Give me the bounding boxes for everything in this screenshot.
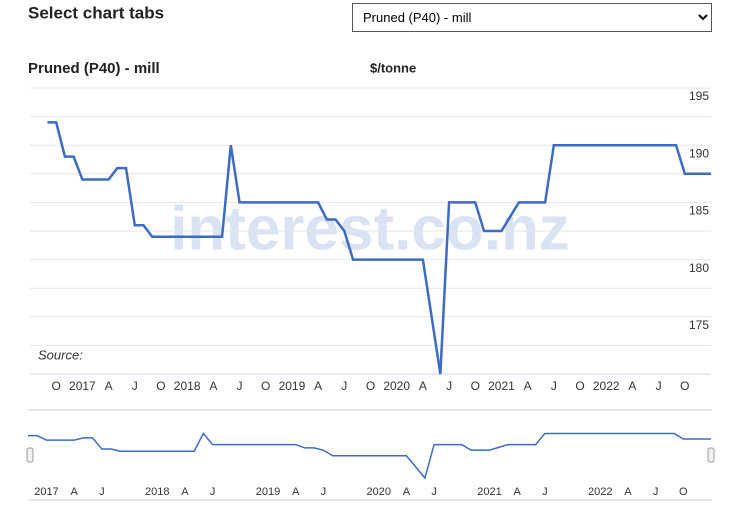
page-title: Select chart tabs <box>28 3 164 22</box>
navigator-tick-label: A <box>403 486 411 498</box>
navigator-tick-label: 2022 <box>588 486 612 498</box>
y-tick-label: 185 <box>689 204 709 218</box>
navigator-handle[interactable] <box>707 447 715 463</box>
navigator-tick-label: A <box>181 486 189 498</box>
x-tick-label: J <box>656 379 662 393</box>
navigator-line <box>28 432 711 480</box>
unit-label: $/tonne <box>370 60 416 75</box>
x-tick-label: 2020 <box>383 379 410 393</box>
y-tick-label: 175 <box>689 318 709 332</box>
series-line <box>47 121 711 375</box>
x-tick-label: A <box>628 379 636 393</box>
x-tick-label: J <box>446 379 452 393</box>
x-tick-label: J <box>132 379 138 393</box>
x-tick-label: A <box>524 379 532 393</box>
navigator-tick-label: O <box>679 486 688 498</box>
x-tick-label: A <box>105 379 113 393</box>
chart-tab-select[interactable]: Pruned (P40) - mill <box>352 3 712 32</box>
x-tick-label: J <box>237 379 243 393</box>
navigator-tick-label: A <box>292 486 300 498</box>
y-tick-label: 180 <box>689 261 709 275</box>
navigator-tick-label: J <box>210 486 216 498</box>
navigator-tick-label: J <box>321 486 327 498</box>
x-tick-label: O <box>366 379 375 393</box>
navigator-handle[interactable] <box>26 447 34 463</box>
navigator-tick-label: A <box>70 486 78 498</box>
x-tick-label: J <box>341 379 347 393</box>
navigator-plot <box>28 432 711 480</box>
x-tick-label: O <box>680 379 689 393</box>
x-tick-label: A <box>209 379 217 393</box>
x-tick-label: 2019 <box>279 379 306 393</box>
x-tick-label: A <box>419 379 427 393</box>
y-tick-label: 190 <box>689 146 709 160</box>
x-tick-label: O <box>261 379 270 393</box>
x-tick-label: 2021 <box>488 379 515 393</box>
navigator-tick-label: 2017 <box>34 486 58 498</box>
navigator-tick-label: 2021 <box>477 486 501 498</box>
x-tick-label: A <box>314 379 322 393</box>
x-tick-label: O <box>156 379 165 393</box>
x-tick-label: 2017 <box>69 379 96 393</box>
watermark: interest.co.nz <box>170 194 570 263</box>
y-tick-label: 195 <box>689 89 709 103</box>
x-tick-label: O <box>471 379 480 393</box>
x-tick-label: 2022 <box>593 379 620 393</box>
navigator-tick-label: A <box>514 486 522 498</box>
navigator-tick-label: A <box>624 486 632 498</box>
navigator-tick-label: J <box>99 486 105 498</box>
chart-title: Pruned (P40) - mill <box>28 60 160 77</box>
x-tick-label: O <box>575 379 584 393</box>
navigator-tick-label: J <box>431 486 437 498</box>
navigator-tick-label: 2019 <box>256 486 280 498</box>
x-tick-label: J <box>551 379 557 393</box>
navigator-tick-label: 2018 <box>145 486 169 498</box>
navigator-tick-label: J <box>542 486 548 498</box>
navigator-tick-label: 2020 <box>366 486 390 498</box>
x-tick-label: O <box>52 379 61 393</box>
x-tick-label: 2018 <box>174 379 201 393</box>
navigator-tick-label: J <box>653 486 659 498</box>
source-label: Source: <box>38 347 83 362</box>
